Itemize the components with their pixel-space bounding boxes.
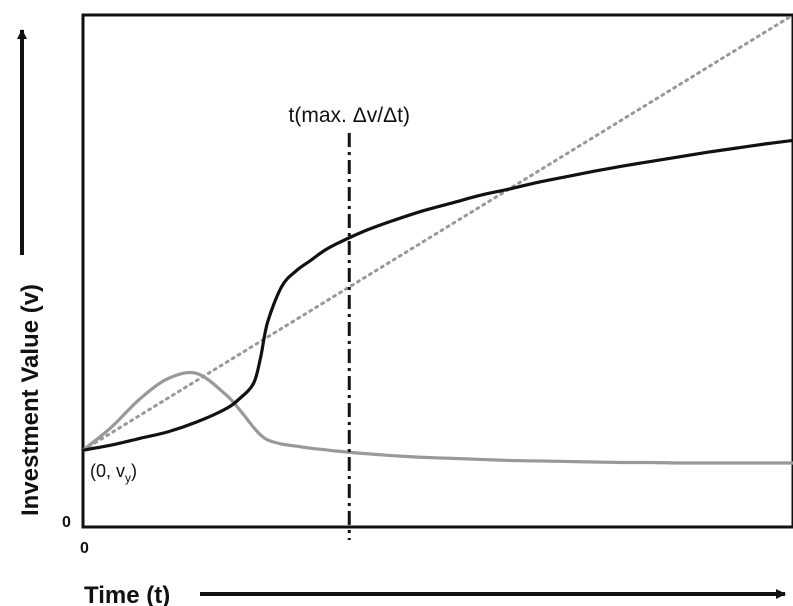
origin-label-sub: y [125,471,131,485]
linear-trend-dotted [81,13,793,452]
plot-frame [81,13,793,529]
x-axis-title: Time (t) [84,582,170,606]
series-layer [81,13,793,465]
y-tick-label: 0 [62,514,71,531]
origin-label-main: (0, v [90,461,125,481]
origin-label: (0, vy) [90,461,137,485]
x-tick-label: 0 [80,540,89,557]
max-rate-label: t(max. Δv/Δt) [289,104,410,127]
y-axis-title: Investment Value (v) [17,284,44,516]
value-curve-gray [81,370,793,465]
value-curve-dark [81,138,793,452]
origin-label-close: ) [131,461,137,481]
